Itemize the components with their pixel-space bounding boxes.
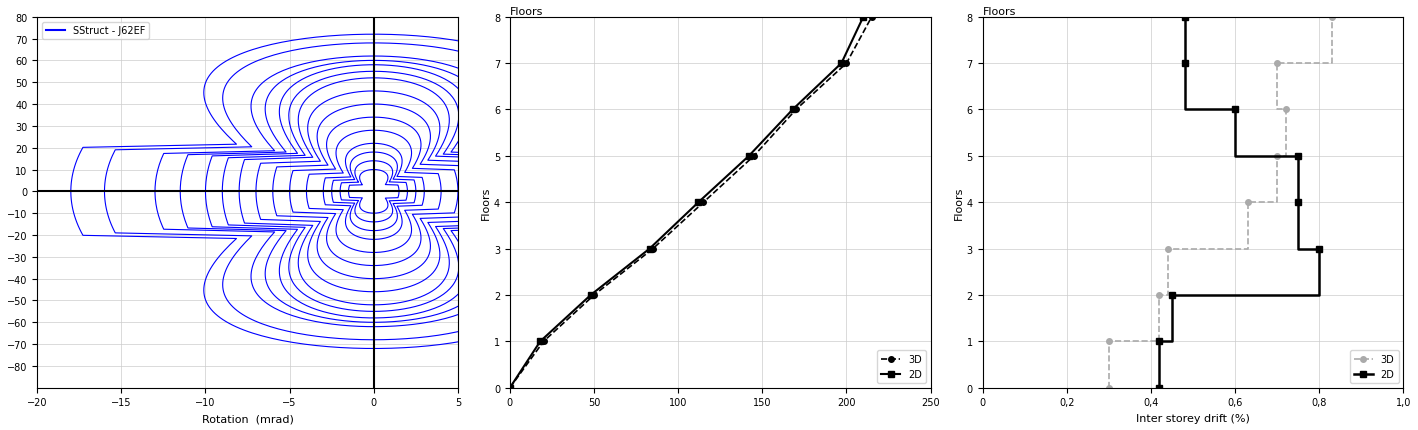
3D: [838, 61, 855, 67]
Line: 2D: 2D: [508, 15, 866, 390]
Legend: SStruct - J62EF: SStruct - J62EF: [43, 22, 149, 40]
2D: [784, 108, 801, 113]
2D: [691, 200, 708, 206]
Legend: 3D, 2D: 3D, 2D: [1350, 350, 1398, 383]
2D: [832, 61, 849, 67]
X-axis label: Inter storey drift (%): Inter storey drift (%): [1136, 413, 1249, 423]
3D: [502, 385, 519, 390]
3D: [586, 293, 603, 298]
2D: [641, 246, 658, 252]
Text: Floors: Floors: [983, 7, 1015, 17]
2D: [740, 154, 757, 159]
2D: [855, 15, 872, 20]
2D: [583, 293, 600, 298]
3D: [746, 154, 763, 159]
3D: [787, 108, 804, 113]
3D: [864, 15, 881, 20]
Y-axis label: Floors: Floors: [481, 186, 491, 219]
2D: [502, 385, 519, 390]
2D: [532, 339, 549, 344]
Line: 3D: 3D: [508, 15, 875, 390]
3D: [644, 246, 661, 252]
Y-axis label: Floors: Floors: [954, 186, 964, 219]
3D: [535, 339, 552, 344]
Legend: 3D, 2D: 3D, 2D: [876, 350, 926, 383]
X-axis label: Rotation  (mrad): Rotation (mrad): [201, 413, 294, 423]
3D: [695, 200, 712, 206]
Text: Floors: Floors: [510, 7, 543, 17]
